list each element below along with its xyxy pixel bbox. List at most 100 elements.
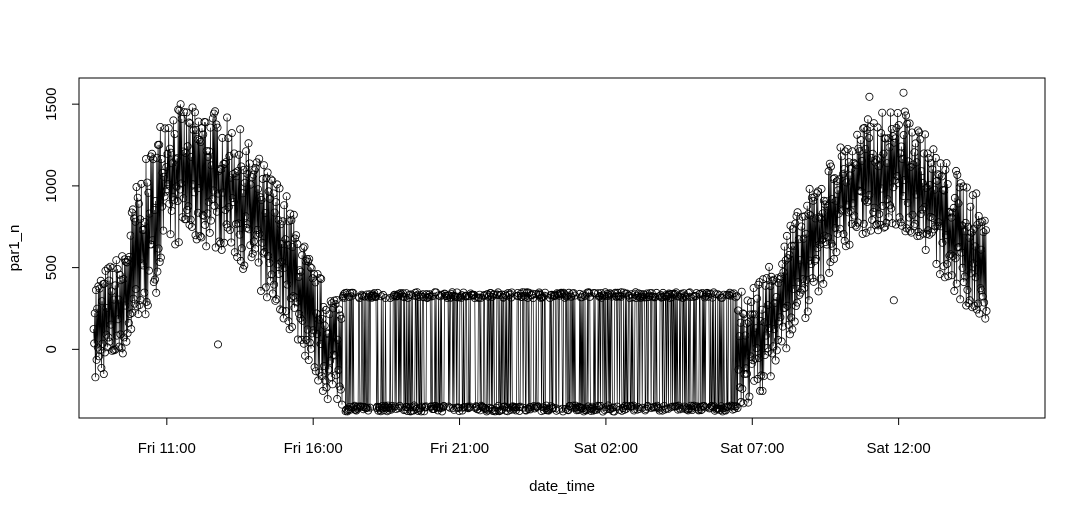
data-point	[191, 231, 200, 240]
data-point	[559, 407, 568, 416]
data-point	[162, 184, 171, 193]
data-point	[855, 147, 864, 156]
data-point	[949, 203, 958, 212]
data-point	[746, 310, 755, 319]
data-point	[330, 351, 339, 360]
data-point	[821, 200, 830, 209]
data-point	[733, 403, 742, 412]
data-point	[253, 185, 262, 194]
data-point	[217, 165, 226, 174]
data-point	[285, 325, 294, 334]
data-point	[306, 344, 315, 353]
data-point	[948, 208, 957, 217]
data-point	[323, 395, 332, 404]
data-point	[585, 289, 594, 298]
data-point	[211, 107, 220, 116]
data-point	[558, 404, 567, 413]
data-point	[186, 119, 195, 128]
data-point	[783, 301, 792, 310]
data-point	[259, 161, 268, 170]
data-point	[982, 306, 991, 315]
data-point	[207, 161, 216, 170]
data-point	[111, 281, 120, 290]
data-point	[781, 256, 790, 265]
data-point	[972, 305, 981, 314]
data-point	[870, 203, 879, 212]
data-point	[286, 294, 295, 303]
data-point	[806, 211, 815, 220]
data-point	[363, 403, 372, 412]
data-point	[860, 123, 869, 132]
data-point	[762, 331, 771, 340]
data-point	[538, 293, 547, 302]
data-point	[136, 215, 145, 224]
data-point	[439, 401, 448, 410]
data-point	[784, 254, 793, 263]
data-point	[205, 228, 214, 237]
data-point	[832, 248, 841, 257]
data-point	[435, 402, 444, 411]
data-point	[350, 401, 359, 410]
data-point	[137, 259, 146, 268]
data-point	[694, 406, 703, 415]
data-point	[824, 232, 833, 241]
data-point	[280, 263, 289, 272]
data-point	[254, 258, 263, 267]
data-point	[164, 124, 173, 133]
data-point	[756, 386, 765, 395]
data-point	[613, 288, 622, 297]
data-point	[766, 372, 775, 381]
data-point	[822, 197, 831, 206]
data-point	[803, 201, 812, 210]
data-point	[823, 202, 832, 211]
data-point	[136, 296, 145, 305]
data-point	[900, 176, 909, 185]
data-point	[638, 403, 647, 412]
data-point	[333, 335, 342, 344]
data-point	[164, 180, 173, 189]
data-point	[864, 196, 873, 205]
data-point	[889, 296, 898, 305]
data-point	[371, 292, 380, 301]
data-point	[286, 209, 295, 218]
data-point	[160, 192, 169, 201]
data-point	[744, 398, 753, 407]
data-point	[760, 318, 769, 327]
data-point	[942, 231, 951, 240]
data-point	[128, 308, 137, 317]
data-point	[250, 244, 259, 253]
data-point	[102, 303, 111, 312]
data-point	[268, 289, 277, 298]
data-point	[749, 356, 758, 365]
data-point	[299, 244, 308, 253]
data-point	[261, 283, 270, 292]
data-point	[174, 238, 183, 247]
data-point	[910, 148, 919, 157]
data-point	[843, 144, 852, 153]
data-point	[814, 287, 823, 296]
data-point	[202, 242, 211, 251]
data-point	[793, 298, 802, 307]
data-point	[912, 158, 921, 167]
data-point	[255, 154, 264, 163]
data-point	[441, 291, 450, 300]
data-point	[745, 392, 754, 401]
data-point	[274, 215, 283, 224]
data-point	[396, 403, 405, 412]
data-point	[946, 250, 955, 259]
data-point	[629, 401, 638, 410]
data-point	[223, 223, 232, 232]
data-point	[806, 256, 815, 265]
data-point	[975, 309, 984, 318]
data-point	[617, 288, 626, 297]
data-point	[206, 216, 215, 225]
data-point	[782, 344, 791, 353]
y-tick-label: 1500	[43, 87, 60, 120]
data-point	[98, 297, 107, 306]
data-point	[956, 295, 965, 304]
data-point	[734, 306, 743, 315]
data-point	[125, 252, 134, 261]
data-point	[200, 220, 209, 229]
data-point	[968, 303, 977, 312]
data-point	[772, 293, 781, 302]
